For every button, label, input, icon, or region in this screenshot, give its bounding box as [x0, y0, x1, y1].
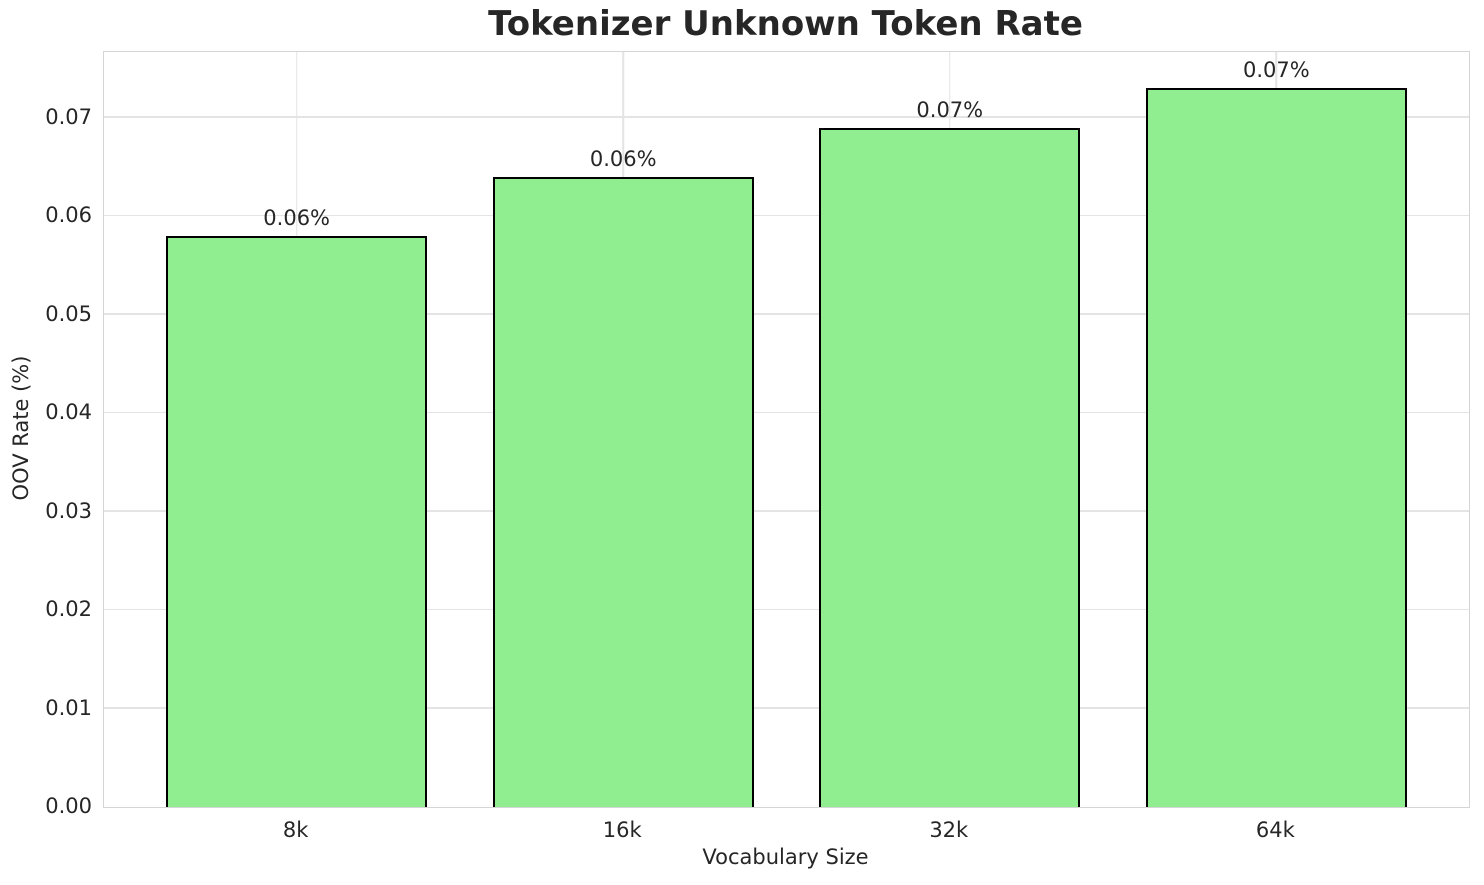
x-tick-label: 8k	[282, 818, 309, 842]
bar-8k	[166, 236, 428, 807]
bar-value-label: 0.06%	[589, 147, 657, 172]
bar-value-label: 0.07%	[1242, 58, 1310, 83]
y-tick-label: 0.07	[45, 104, 92, 129]
y-gridline	[104, 510, 1469, 512]
chart-title: Tokenizer Unknown Token Rate	[488, 4, 1083, 44]
bar-value-label: 0.07%	[916, 97, 984, 122]
y-gridline	[104, 411, 1469, 414]
y-gridline	[104, 313, 1469, 315]
x-tick-label: 64k	[1255, 818, 1295, 842]
y-tick-label: 0.06	[45, 203, 92, 228]
x-tick-label: 32k	[929, 818, 969, 842]
y-tick-label: 0.00	[45, 794, 92, 818]
bar-32k	[819, 127, 1081, 807]
y-tick-label: 0.02	[45, 597, 92, 622]
y-tick-label: 0.01	[45, 695, 92, 720]
x-tick-label: 16k	[602, 818, 642, 842]
y-gridline	[104, 608, 1469, 611]
y-gridline	[104, 116, 1469, 118]
y-axis-label: OOV Rate (%)	[9, 355, 33, 501]
y-tick-label: 0.03	[45, 498, 92, 523]
y-gridline	[104, 707, 1469, 709]
y-tick-label: 0.04	[45, 400, 92, 425]
plot-area: 0.06% 0.06% 0.07% 0.07%	[103, 51, 1470, 808]
y-gridline	[104, 214, 1469, 217]
x-axis-label: Vocabulary Size	[702, 845, 869, 869]
y-tick-label: 0.05	[45, 301, 92, 326]
bar-16k	[492, 177, 754, 807]
bar-64k	[1145, 88, 1407, 807]
bar-value-label: 0.06%	[263, 206, 331, 231]
